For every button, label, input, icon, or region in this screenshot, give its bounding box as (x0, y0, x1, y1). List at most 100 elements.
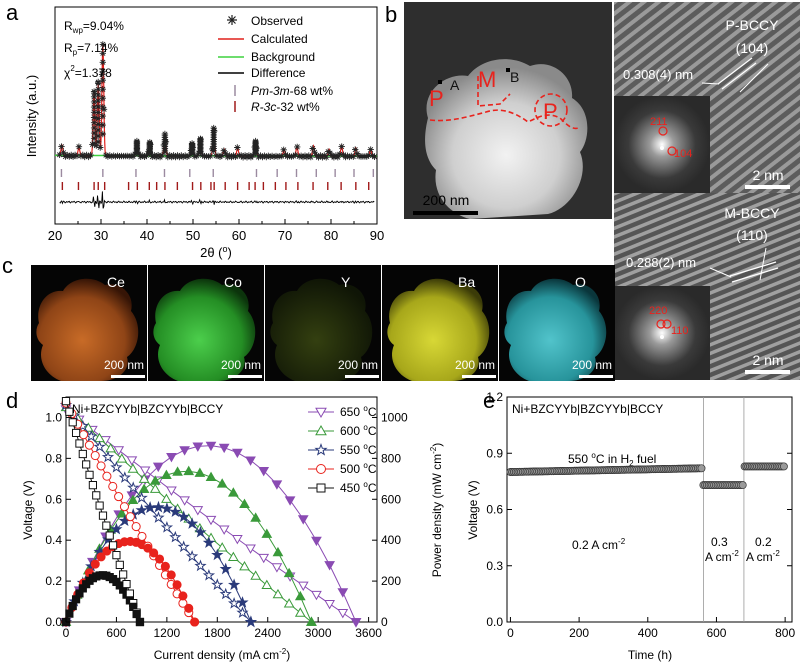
power-point (178, 591, 188, 601)
voltage-point (125, 589, 134, 598)
power-point (154, 554, 165, 564)
power-point (135, 503, 148, 516)
fft-label-211: 211 (650, 116, 668, 128)
element-label: Ce (107, 274, 125, 290)
power-point (172, 580, 182, 590)
legend-marker (314, 442, 328, 456)
particle-map (153, 278, 256, 381)
voltage-point (119, 570, 128, 579)
fft-inset-p (614, 96, 710, 193)
x-tick-label: 80 (324, 228, 338, 243)
observed-star-icon (227, 15, 237, 25)
segment-0 (506, 464, 706, 476)
segment1-label: 0.2 A cm-2 (572, 537, 626, 552)
rp-stat: Rp=7.14% (64, 41, 118, 57)
power-point (160, 502, 174, 514)
y-tick-label: 1.2 (486, 390, 503, 404)
data-point (697, 464, 706, 473)
series-450 (61, 396, 145, 627)
y2-tick-label: 200 (381, 574, 401, 588)
iv-plot-area (59, 396, 362, 628)
panel-letter-b: b (385, 2, 397, 27)
boundary-line-m (477, 76, 511, 107)
power-point (149, 475, 161, 485)
voltage-point (88, 481, 97, 490)
y-tick-label: 0.0 (45, 615, 62, 629)
particle (425, 59, 588, 219)
power-point (205, 441, 217, 452)
x-tick-label: 200 (569, 626, 589, 640)
legend-background: Background (251, 50, 315, 64)
voltage-point (92, 491, 101, 500)
d-spacing-m: 0.288(2) nm (626, 255, 696, 270)
voltage-point (337, 609, 349, 619)
voltage-point (311, 590, 322, 601)
voltage-point (102, 521, 111, 530)
voltage-point (112, 551, 121, 560)
power-point (272, 546, 284, 557)
element-label: Ba (458, 274, 475, 290)
voltage-point (105, 531, 114, 540)
power-point (311, 536, 322, 547)
eds-map-co: Co 200 nm (148, 265, 264, 381)
panel-e-stability: e 0 200 400 600 800 0.0 0.3 0.6 0.9 1.2 Ni+BZCYYb… (466, 388, 795, 662)
voltage-point (126, 456, 138, 466)
voltage-point (294, 607, 306, 617)
lattice-line (731, 267, 779, 283)
fft-center-spot (660, 335, 664, 339)
eds-map-y: Y 200 nm (265, 265, 381, 381)
power-point (132, 609, 141, 619)
power-point (190, 617, 200, 627)
label-b: B (510, 69, 519, 85)
power-point (90, 559, 100, 569)
voltage-point (96, 461, 106, 471)
phase-label-p: P-BCCY (726, 17, 780, 33)
voltage-point (258, 553, 270, 564)
boundary-circle (534, 93, 568, 127)
power-point (186, 517, 199, 529)
power-point (297, 515, 309, 525)
scale-label: 200 nm (455, 358, 495, 372)
y-axis-label-right: Power density (mW cm-2) (429, 443, 444, 577)
d-spacing-p: 0.308(4) nm (623, 67, 693, 82)
voltage-point (202, 569, 216, 581)
scale-bar (745, 185, 790, 189)
power-point (143, 501, 157, 514)
voltage-point (105, 442, 116, 453)
power-point (172, 466, 183, 476)
segment3-label-value: 0.2 (755, 535, 772, 549)
x-tick-label: 40 (140, 228, 154, 243)
power-point (149, 548, 159, 558)
y-tick-label: 0.3 (486, 559, 503, 573)
voltage-point (82, 460, 91, 469)
difference-curve (59, 191, 375, 209)
voltage-point (116, 453, 128, 463)
scale-bar (228, 375, 262, 378)
plane-label-104: (104) (736, 40, 769, 56)
y2-tick-label: 600 (381, 492, 401, 506)
x-tick-label: 600 (106, 626, 126, 640)
x-tick-label: 90 (370, 228, 384, 243)
label-p-left: P (429, 86, 444, 111)
voltage-point (211, 578, 224, 591)
x-tick-label: 1800 (204, 626, 231, 640)
y-tick-label: 0.6 (486, 503, 503, 517)
voltage-point (152, 511, 165, 523)
voltage-point (169, 530, 182, 543)
power-point (152, 500, 165, 513)
lattice-line (721, 62, 757, 90)
power-point (306, 616, 317, 626)
y-tick-label: 1.0 (45, 410, 62, 424)
panel-a-xrd: a 20 30 40 50 60 70 80 90 2θ (o) Intensity (a.u… (6, 0, 384, 260)
power-point (194, 525, 207, 538)
legend-marker (315, 424, 327, 436)
x-tick-label: 50 (186, 228, 200, 243)
element-label: O (575, 274, 586, 290)
voltage-point (239, 561, 250, 571)
power-point (138, 483, 150, 494)
power-point (205, 471, 217, 482)
power-point (258, 467, 270, 477)
power-point (219, 562, 232, 575)
y2-tick-label: 1000 (381, 410, 408, 424)
plot-frame (65, 396, 378, 623)
